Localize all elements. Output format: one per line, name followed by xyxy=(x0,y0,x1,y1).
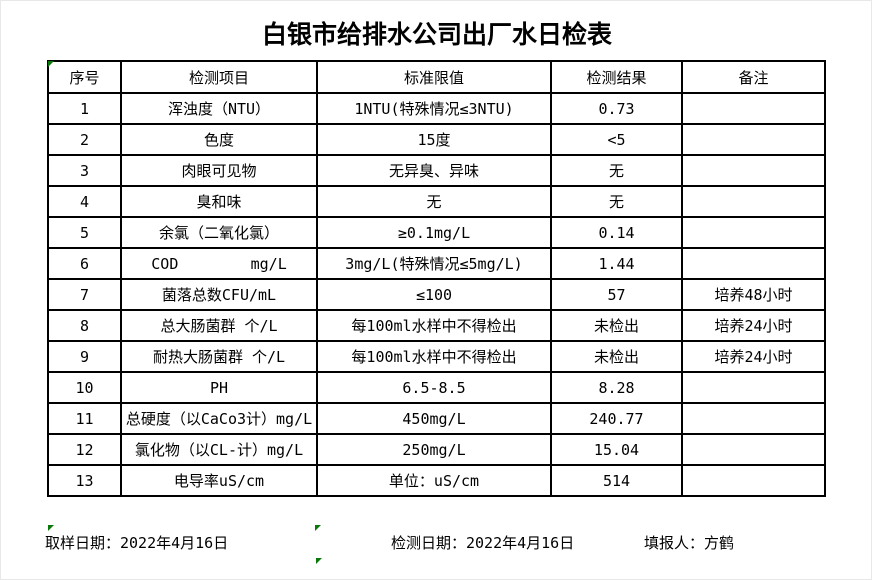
table-cell: 无 xyxy=(550,154,683,187)
table-cell xyxy=(681,154,826,187)
table-cell: 8.28 xyxy=(550,371,683,404)
table-cell: 250mg/L xyxy=(316,433,552,466)
table-cell: PH xyxy=(120,371,318,404)
table-cell: 7 xyxy=(47,278,122,311)
green-corner-marker-icon xyxy=(315,525,321,531)
table-cell: 1NTU(特殊情况≤3NTU) xyxy=(316,92,552,125)
table-cell: 6.5-8.5 xyxy=(316,371,552,404)
table-cell: 13 xyxy=(47,464,122,497)
table-cell: 450mg/L xyxy=(316,402,552,435)
table-cell: 总硬度（以CaCo3计）mg/L xyxy=(120,402,318,435)
table-cell: 每100ml水样中不得检出 xyxy=(316,340,552,373)
table-cell: 0.73 xyxy=(550,92,683,125)
test-date-label: 检测日期：2022年4月16日 xyxy=(391,534,575,552)
page-title: 白银市给排水公司出厂水日检表 xyxy=(261,20,612,49)
table-cell: 氯化物（以CL-计）mg/L xyxy=(120,433,318,466)
table-cell: 未检出 xyxy=(550,340,683,373)
table-cell: 肉眼可见物 xyxy=(120,154,318,187)
table-row: 2 色度 15度 <5 xyxy=(47,123,826,156)
table-cell: COD mg/L xyxy=(120,247,318,280)
table-cell: 15度 xyxy=(316,123,552,156)
table-cell: 培养24小时 xyxy=(681,309,826,342)
table-row: 10 PH 6.5-8.5 8.28 xyxy=(47,371,826,404)
table-cell: 3 xyxy=(47,154,122,187)
table-cell: 5 xyxy=(47,216,122,249)
table-cell: 57 xyxy=(550,278,683,311)
table-cell xyxy=(681,216,826,249)
table-cell: 15.04 xyxy=(550,433,683,466)
table-row: 3 肉眼可见物 无异臭、异味无 xyxy=(47,154,826,187)
table-cell: 总大肠菌群 个/L xyxy=(120,309,318,342)
column-header: 检测项目 xyxy=(120,60,318,94)
table-cell: 培养48小时 xyxy=(681,278,826,311)
green-corner-marker-icon xyxy=(48,61,54,67)
table-row: 8 总大肠菌群 个/L 每100ml水样中不得检出 未检出 培养24小时 xyxy=(47,309,826,342)
table-cell: 臭和味 xyxy=(120,185,318,218)
table-cell: 浑浊度（NTU） xyxy=(120,92,318,125)
table-row: 9 耐热大肠菌群 个/L 每100ml水样中不得检出 未检出 培养24小时 xyxy=(47,340,826,373)
table-cell: ≤100 xyxy=(316,278,552,311)
table-cell: 无 xyxy=(550,185,683,218)
table-cell: 9 xyxy=(47,340,122,373)
table-row: 1 浑浊度（NTU） 1NTU(特殊情况≤3NTU) 0.73 xyxy=(47,92,826,125)
table-header-row: 序号 检测项目 标准限值 检测结果 备注 xyxy=(47,60,826,94)
column-header: 序号 xyxy=(47,60,122,94)
table-cell: 1 xyxy=(47,92,122,125)
table-cell: 1.44 xyxy=(550,247,683,280)
table-cell: 单位：uS/cm xyxy=(316,464,552,497)
table-cell: ≥0.1mg/L xyxy=(316,216,552,249)
table-cell: 色度 xyxy=(120,123,318,156)
table-cell: 未检出 xyxy=(550,309,683,342)
table-cell xyxy=(681,185,826,218)
table-row: 4 臭和味无无 xyxy=(47,185,826,218)
table-row: 6 COD mg/L 3mg/L(特殊情况≤5mg/L) 1.44 xyxy=(47,247,826,280)
table-row: 12 氯化物（以CL-计）mg/L 250mg/L 15.04 xyxy=(47,433,826,466)
table-cell: 培养24小时 xyxy=(681,340,826,373)
table-cell: 6 xyxy=(47,247,122,280)
table-cell: 2 xyxy=(47,123,122,156)
table-cell: 514 xyxy=(550,464,683,497)
table-cell xyxy=(681,464,826,497)
table-cell xyxy=(681,433,826,466)
column-header: 检测结果 xyxy=(550,60,683,94)
table-cell: <5 xyxy=(550,123,683,156)
table-row: 7 菌落总数CFU/mL ≤100 57 培养48小时 xyxy=(47,278,826,311)
table-cell: 8 xyxy=(47,309,122,342)
table-cell: 10 xyxy=(47,371,122,404)
table-cell xyxy=(681,402,826,435)
table-cell: 0.14 xyxy=(550,216,683,249)
table-cell xyxy=(681,371,826,404)
table-cell: 11 xyxy=(47,402,122,435)
column-header: 备注 xyxy=(681,60,826,94)
table-row: 13 电导率uS/cm 单位：uS/cm 514 xyxy=(47,464,826,497)
reporter-label: 填报人：方鹤 xyxy=(644,534,735,552)
table-cell: 240.77 xyxy=(550,402,683,435)
table-cell: 菌落总数CFU/mL xyxy=(120,278,318,311)
table-cell: 每100ml水样中不得检出 xyxy=(316,309,552,342)
green-corner-marker-icon xyxy=(316,558,322,564)
table-cell: 3mg/L(特殊情况≤5mg/L) xyxy=(316,247,552,280)
table-cell xyxy=(681,123,826,156)
table-cell: 无异臭、异味 xyxy=(316,154,552,187)
table-row: 5 余氯（二氧化氯） ≥0.1mg/L 0.14 xyxy=(47,216,826,249)
table-cell: 耐热大肠菌群 个/L xyxy=(120,340,318,373)
inspection-table: 序号 检测项目 标准限值 检测结果 备注 1 浑浊度（NTU） 1NTU(特殊情况≤3NTU… xyxy=(47,60,826,497)
table-row: 11 总硬度（以CaCo3计）mg/L 450mg/L 240.77 xyxy=(47,402,826,435)
column-header: 标准限值 xyxy=(316,60,552,94)
green-corner-marker-icon xyxy=(48,525,54,531)
table-cell: 12 xyxy=(47,433,122,466)
table-cell: 4 xyxy=(47,185,122,218)
table-cell xyxy=(681,92,826,125)
sampling-date-label: 取样日期：2022年4月16日 xyxy=(45,534,229,552)
table-cell xyxy=(681,247,826,280)
table-cell: 余氯（二氧化氯） xyxy=(120,216,318,249)
table-cell: 无 xyxy=(316,185,552,218)
table-cell: 电导率uS/cm xyxy=(120,464,318,497)
